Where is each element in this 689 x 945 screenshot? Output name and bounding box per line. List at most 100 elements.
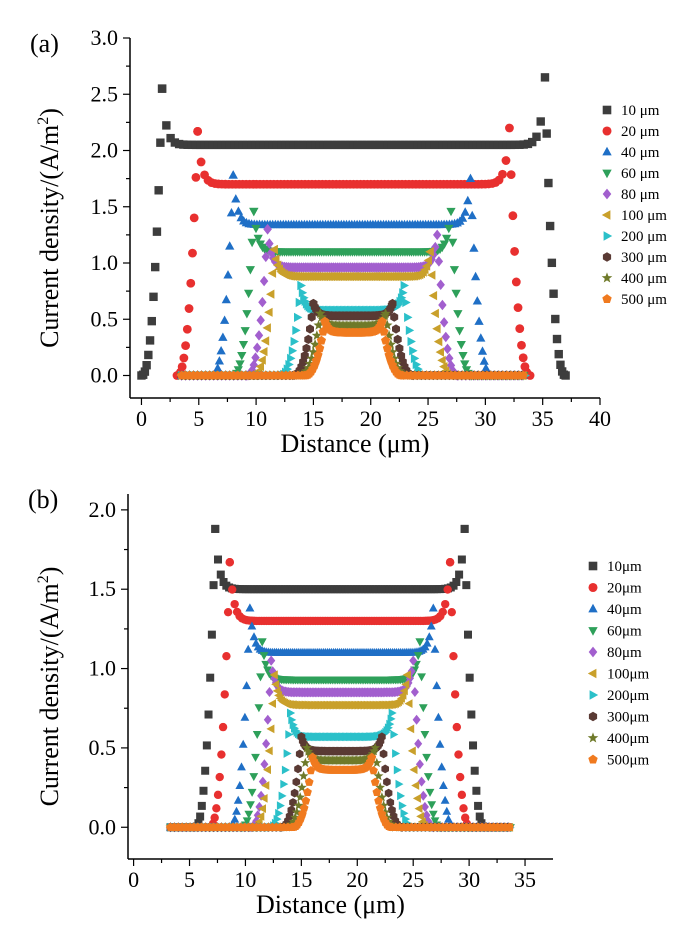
legend-marker [588, 582, 598, 593]
data-point [388, 298, 397, 309]
data-point [402, 670, 411, 680]
data-point [182, 324, 192, 334]
data-point [222, 651, 231, 661]
data-point [382, 319, 393, 330]
data-point [493, 140, 503, 150]
data-point [506, 170, 516, 180]
data-point [303, 787, 312, 796]
series-500um [166, 752, 514, 831]
data-point [446, 360, 456, 371]
data-point [459, 804, 468, 813]
data-point [437, 355, 446, 365]
data-point [269, 244, 278, 255]
data-point [460, 360, 470, 369]
data-point [458, 352, 468, 361]
data-point [388, 708, 397, 718]
data-point [247, 621, 257, 630]
data-point [391, 140, 401, 150]
data-point [247, 140, 256, 150]
legend-marker [601, 210, 611, 220]
data-point [170, 138, 180, 147]
data-point [149, 292, 158, 302]
data-point [418, 704, 428, 713]
data-point [226, 208, 237, 217]
data-point [551, 314, 560, 324]
panel-b-tag: (b) [28, 485, 58, 514]
data-point [489, 140, 499, 150]
data-point [300, 351, 309, 361]
legend-marker [587, 732, 599, 743]
y-tick-label: 2.0 [91, 138, 119, 163]
data-point [238, 739, 248, 748]
data-point [498, 169, 507, 179]
data-point [519, 140, 528, 149]
data-point [437, 762, 447, 771]
data-point [393, 765, 402, 775]
data-point [235, 781, 245, 789]
data-point [399, 686, 408, 696]
data-point [259, 794, 268, 803]
x-tick-label: 35 [514, 867, 536, 892]
legend-label: 300μm [607, 710, 650, 726]
data-point [209, 581, 218, 590]
data-point [268, 699, 276, 708]
legend-marker [588, 561, 598, 571]
data-point [199, 786, 208, 795]
data-point [311, 140, 320, 150]
data-point [258, 296, 267, 308]
data-point [430, 308, 439, 319]
legend-label: 40μm [607, 602, 642, 618]
data-point [370, 777, 380, 786]
data-point [267, 268, 277, 278]
data-point [421, 140, 431, 150]
data-point [204, 710, 213, 719]
data-point [395, 779, 404, 789]
x-tick-label: 30 [458, 867, 480, 892]
data-point [472, 140, 482, 150]
data-point [375, 782, 386, 792]
data-point [256, 812, 265, 821]
data-point [225, 558, 234, 567]
data-point [434, 712, 443, 721]
data-point [214, 555, 223, 564]
data-point [479, 356, 489, 365]
data-point [392, 324, 400, 334]
data-point [502, 140, 511, 150]
data-point [451, 289, 461, 299]
data-point [179, 353, 189, 363]
data-point [444, 814, 453, 823]
data-point [357, 140, 367, 150]
data-point [400, 280, 409, 291]
data-point [196, 812, 205, 821]
data-point [434, 140, 443, 150]
data-point [196, 140, 205, 150]
legend-marker [602, 146, 612, 156]
legend-label: 80 μm [621, 187, 660, 203]
data-point [415, 759, 424, 770]
data-point [280, 779, 289, 789]
data-point [390, 312, 399, 322]
data-point [423, 255, 432, 265]
data-point [260, 759, 269, 770]
data-point [379, 749, 388, 759]
data-point [232, 806, 241, 815]
legend-marker [588, 711, 598, 722]
data-point [247, 788, 257, 797]
y-tick-label: 0.0 [91, 363, 119, 388]
data-point [278, 791, 287, 801]
data-point [269, 670, 278, 680]
data-point [481, 140, 490, 150]
data-point [544, 178, 553, 188]
series-500um [177, 316, 528, 380]
x-tick-label: 20 [346, 867, 368, 892]
data-point [438, 140, 448, 150]
data-point [264, 140, 273, 150]
data-point [412, 714, 421, 725]
data-point [288, 346, 298, 356]
data-point [251, 140, 260, 150]
x-tick-label: 25 [402, 867, 424, 892]
data-point [316, 335, 326, 345]
data-point [186, 278, 196, 288]
data-point [309, 339, 321, 349]
legend-marker [588, 627, 598, 636]
